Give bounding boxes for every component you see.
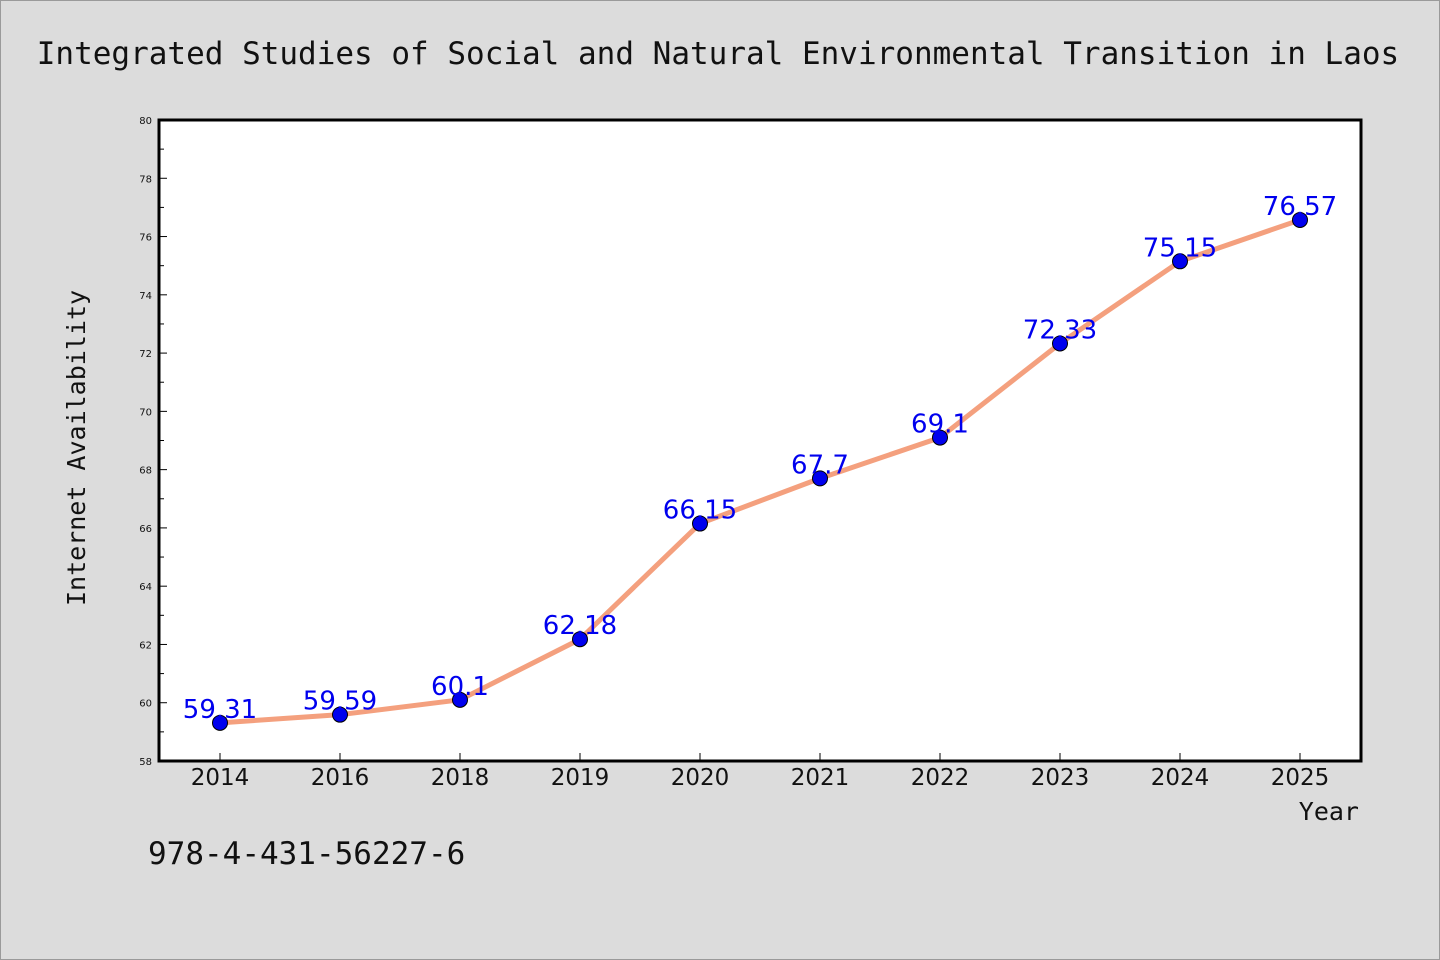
y-tick-label: 68: [139, 466, 152, 477]
data-label: 75.15: [1143, 233, 1217, 263]
isbn-label: 978-4-431-56227-6: [148, 836, 465, 872]
y-axis-title: Internet Availability: [62, 290, 91, 606]
data-point: [452, 691, 468, 708]
y-tick-label: 60: [139, 699, 152, 710]
data-point: [1172, 253, 1188, 270]
x-axis-title: Year: [1299, 797, 1359, 826]
series-group: [212, 211, 1308, 731]
data-point: [212, 714, 228, 731]
y-tick-label: 70: [139, 407, 152, 418]
data-label: 59.59: [303, 687, 377, 717]
chart-title: Integrated Studies of Social and Natural…: [37, 36, 1399, 72]
x-tick-label: 2019: [551, 765, 610, 791]
x-tick-label: 2024: [1151, 765, 1210, 791]
y-tick-label: 78: [139, 174, 152, 185]
x-tick-label: 2022: [911, 765, 970, 791]
x-tick-label: 2023: [1031, 765, 1090, 791]
y-axis: 58 60 62 64 66 68 70 72 74 76 78 80: [139, 116, 167, 768]
x-tick-label: 2021: [791, 765, 850, 791]
data-label: 60.1: [431, 672, 489, 702]
y-tick-label: 66: [139, 524, 152, 535]
y-tick-label: 62: [139, 640, 152, 651]
x-tick-label: 2025: [1271, 765, 1330, 791]
y-tick-label: 58: [139, 757, 152, 768]
data-label: 67.7: [791, 450, 849, 480]
x-tick-label: 2016: [311, 765, 370, 791]
series-line: [217, 217, 1303, 726]
data-point: [692, 515, 708, 532]
data-label: 62.18: [543, 611, 617, 641]
data-label: 66.15: [663, 496, 737, 526]
x-axis: 2014 2016 2018 2019 2020 2021 2022 2023 2024 2025: [191, 753, 1330, 791]
data-point: [1052, 335, 1068, 352]
x-tick-label: 2014: [191, 765, 250, 791]
y-tick-label: 80: [139, 116, 152, 127]
data-labels-group: 59.31 59.59 60.1 62.18 66.15 67.7 69.1 72.33 75.…: [183, 192, 1337, 725]
data-label: 72.33: [1023, 315, 1097, 345]
data-label: 59.31: [183, 695, 257, 725]
y-tick-label: 64: [139, 582, 152, 593]
data-point: [332, 706, 348, 723]
x-tick-label: 2018: [431, 765, 490, 791]
plot-area: [157, 118, 1363, 763]
data-point: [572, 631, 588, 648]
data-point: [812, 470, 828, 487]
x-tick-label: 2020: [671, 765, 730, 791]
data-label: 76.57: [1263, 192, 1337, 222]
y-tick-label: 74: [139, 291, 152, 302]
data-point: [1292, 211, 1308, 228]
y-tick-label: 76: [139, 233, 152, 244]
data-point: [932, 429, 948, 446]
data-label: 69.1: [911, 410, 969, 440]
y-tick-label: 72: [139, 349, 152, 360]
